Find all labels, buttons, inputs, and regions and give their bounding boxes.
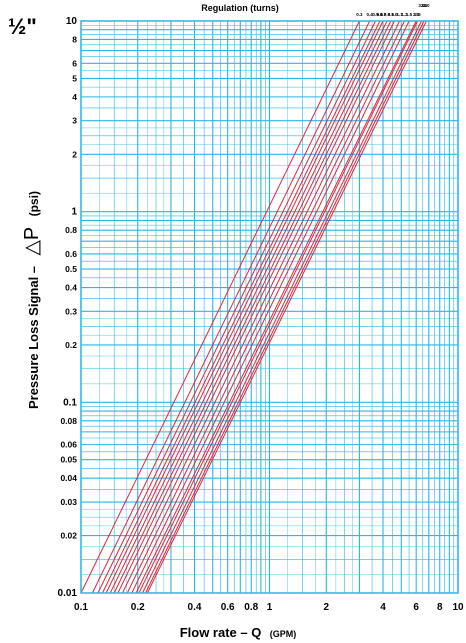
series-label: 0.6 bbox=[377, 12, 384, 17]
y-tick-label: 3 bbox=[72, 116, 77, 126]
y-tick-label: 0.8 bbox=[65, 225, 77, 235]
series-label: 1.0 bbox=[391, 12, 398, 17]
x-axis-label: Flow rate – Q bbox=[180, 625, 262, 640]
series-label: 0.5 bbox=[372, 12, 379, 17]
series-label: 0.3 bbox=[356, 12, 363, 17]
y-tick-label: 0.04 bbox=[60, 473, 77, 483]
series-label: 1.5 bbox=[406, 12, 413, 17]
y-tick-label: 10 bbox=[66, 16, 78, 27]
y-tick-label: 0.4 bbox=[65, 283, 77, 293]
x-tick-label: 0.8 bbox=[244, 602, 258, 613]
regulation-curve-0.9 bbox=[113, 20, 392, 594]
y-tick-label: 2 bbox=[72, 149, 77, 159]
y-tick-label: 8 bbox=[72, 34, 77, 44]
x-tick-label: 0.2 bbox=[131, 602, 145, 613]
x-tick-labels: 0.1 0.2 0.4 0.6 0.8 1 2 4 6 8 10 bbox=[74, 602, 464, 613]
x-tick-label: 0.4 bbox=[188, 602, 202, 613]
x-tick-label: 1 bbox=[267, 602, 273, 613]
regulation-curve-2.5 bbox=[138, 20, 418, 594]
y-tick-label: 1 bbox=[71, 207, 77, 218]
regulation-curve-1.5 bbox=[131, 20, 410, 594]
series-label: 0.4 bbox=[367, 12, 374, 17]
regulation-curve-3.5 bbox=[145, 20, 425, 594]
regulation-curve-0.5 bbox=[97, 20, 376, 594]
series-label: 0.8 bbox=[384, 12, 391, 17]
series-label: 4.0 bbox=[423, 3, 430, 8]
y-tick-label: 0.03 bbox=[60, 497, 77, 507]
y-axis-symbol: △P bbox=[21, 227, 43, 256]
grid bbox=[80, 20, 459, 594]
series-label: 1.1 bbox=[396, 12, 403, 17]
regulation-curve-1.0 bbox=[117, 20, 395, 594]
y-axis-label: Pressure Loss Signal – bbox=[26, 266, 41, 409]
regulation-curve-0.6 bbox=[102, 20, 381, 594]
regulation-curve-4.0 bbox=[146, 20, 427, 594]
regulation-curve-1.2 bbox=[126, 20, 405, 594]
y-axis-title: Pressure Loss Signal – △P (psi) bbox=[21, 191, 43, 409]
series-label: 3.0 bbox=[418, 3, 425, 8]
y-tick-label: 0.01 bbox=[58, 588, 78, 599]
regulation-curves bbox=[80, 20, 427, 594]
y-tick-label: 0.05 bbox=[60, 455, 77, 465]
x-tick-label: 10 bbox=[452, 602, 464, 613]
y-tick-label: 0.06 bbox=[60, 440, 77, 450]
x-tick-label: 4 bbox=[380, 602, 386, 613]
y-tick-label: 6 bbox=[72, 58, 77, 68]
regulation-curve-0.8 bbox=[109, 20, 388, 594]
series-labels: 0.3 0.4 0.50.60.70.80.91.01.11.21.5 2.02.53… bbox=[356, 3, 430, 17]
y-tick-label: 5 bbox=[72, 73, 77, 83]
x-axis-unit: (GPM) bbox=[270, 629, 297, 639]
x-tick-label: 2 bbox=[323, 602, 329, 613]
y-tick-label: 0.6 bbox=[65, 249, 77, 259]
regulation-curve-0.7 bbox=[105, 20, 384, 594]
regulation-curve-1.1 bbox=[122, 20, 401, 594]
series-label: 3.5 bbox=[421, 3, 428, 8]
series-label: 2.0 bbox=[413, 12, 420, 17]
series-label: 0.9 bbox=[388, 12, 395, 17]
y-tick-label: 0.02 bbox=[60, 531, 77, 541]
x-axis-title: Flow rate – Q (GPM) bbox=[180, 624, 297, 641]
series-label: 0.7 bbox=[380, 12, 387, 17]
y-tick-label: 0.1 bbox=[63, 397, 77, 408]
x-tick-label: 0.6 bbox=[221, 602, 235, 613]
y-tick-label: 4 bbox=[72, 92, 77, 102]
x-tick-label: 6 bbox=[413, 602, 419, 613]
regulation-curve-0.3 bbox=[80, 20, 360, 594]
series-label: 1.2 bbox=[401, 12, 408, 17]
y-tick-labels: 0.01 0.02 0.03 0.04 0.05 0.06 0.08 0.1 0.2 0.3 0.4… bbox=[58, 16, 78, 599]
chart-title: Regulation (turns) bbox=[201, 3, 279, 13]
corner-label: ½" bbox=[8, 14, 37, 39]
regulation-curve-3.0 bbox=[142, 20, 422, 594]
x-tick-label: 0.1 bbox=[74, 602, 88, 613]
y-tick-label: 0.5 bbox=[65, 264, 77, 274]
y-tick-label: 0.3 bbox=[65, 306, 77, 316]
regulation-curve-0.4 bbox=[91, 20, 371, 594]
regulation-curve-2.0 bbox=[135, 20, 417, 594]
series-label: 2.5 bbox=[414, 12, 421, 17]
y-tick-label: 0.08 bbox=[60, 416, 77, 426]
plot-frame bbox=[80, 20, 459, 594]
y-tick-label: 0.2 bbox=[65, 340, 77, 350]
x-tick-label: 8 bbox=[437, 602, 443, 613]
y-axis-unit: (psi) bbox=[27, 191, 41, 216]
